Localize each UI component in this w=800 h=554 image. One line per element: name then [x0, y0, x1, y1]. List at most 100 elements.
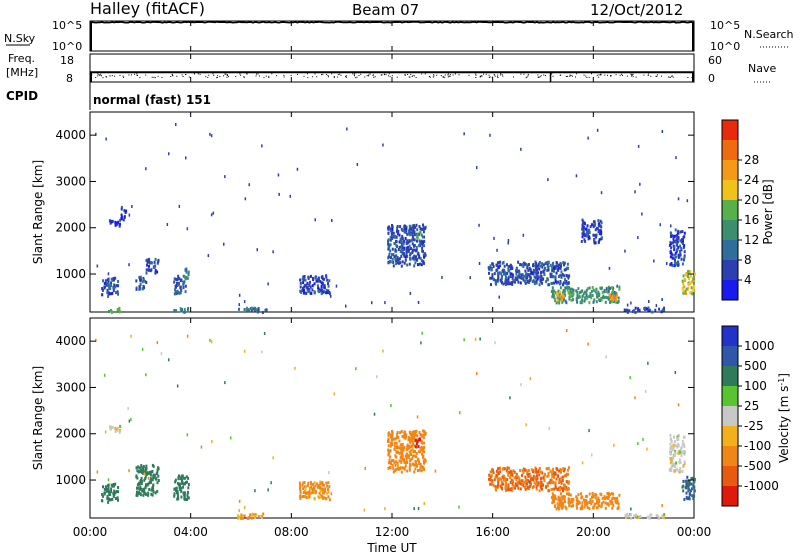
data-cell: [562, 297, 565, 301]
data-cell: [539, 276, 542, 280]
data-cell: [387, 255, 390, 259]
data-cell: [118, 310, 121, 314]
data-cell: [411, 448, 414, 452]
data-cell: [616, 496, 619, 500]
data-cell: [414, 463, 417, 467]
data-cell: [398, 245, 401, 249]
data-cell: [308, 283, 311, 287]
data-cell: [608, 494, 611, 498]
data-cell: [117, 220, 120, 224]
data-cell: [416, 440, 419, 444]
data-cell: [389, 243, 392, 247]
nave-point: [369, 73, 371, 75]
data-cell: [634, 306, 637, 310]
data-cell: [309, 285, 312, 289]
data-cell: [509, 470, 512, 474]
data-cell: [527, 474, 530, 478]
data-cell: [310, 482, 312, 486]
data-cell: [186, 433, 189, 437]
data-cell: [416, 258, 419, 262]
data-cell: [420, 434, 423, 438]
data-cell: [651, 310, 654, 314]
data-cell: [559, 501, 562, 505]
data-cell: [575, 298, 578, 301]
data-cell: [230, 436, 232, 440]
data-cell: [128, 469, 130, 473]
data-cell: [500, 483, 503, 486]
data-cell: [420, 233, 423, 237]
data-cell: [408, 436, 411, 440]
data-cell: [327, 282, 329, 286]
data-cell: [422, 225, 425, 229]
data-cell: [592, 233, 595, 237]
data-cell: [529, 482, 532, 486]
data-cell: [676, 240, 679, 244]
data-cell: [603, 289, 606, 293]
data-cell: [571, 287, 574, 291]
data-cell: [581, 461, 584, 465]
data-cell: [106, 289, 109, 293]
data-cell: [418, 460, 421, 464]
data-cell: [509, 267, 512, 271]
data-cell: [125, 209, 128, 213]
nave-point: [407, 73, 409, 75]
data-cell: [511, 473, 514, 477]
data-cell: [495, 269, 498, 272]
y-tick-label: 2000: [55, 221, 86, 235]
data-cell: [144, 280, 147, 283]
data-cell: [508, 265, 511, 268]
data-cell: [503, 478, 505, 482]
data-cell: [558, 282, 561, 286]
data-cell: [490, 283, 492, 287]
data-cell: [183, 493, 186, 497]
data-cell: [677, 469, 680, 473]
data-cell: [623, 308, 626, 312]
data-cell: [404, 225, 407, 228]
data-cell: [554, 278, 557, 281]
data-cell: [507, 267, 510, 271]
nave-point: [404, 75, 406, 76]
data-cell: [403, 460, 406, 464]
data-cell: [411, 238, 413, 242]
data-cell: [586, 224, 589, 228]
data-cell: [405, 433, 408, 437]
data-cell: [513, 470, 516, 474]
data-cell: [137, 465, 140, 469]
data-cell: [675, 461, 678, 465]
data-cell: [683, 435, 686, 439]
data-cell: [522, 278, 525, 282]
data-cell: [111, 291, 114, 295]
data-cell: [595, 233, 598, 237]
data-cell: [388, 225, 390, 229]
data-cell: [421, 448, 423, 452]
nave-point: [217, 75, 219, 77]
data-cell: [558, 477, 561, 481]
nave-point: [600, 74, 602, 76]
data-cell: [528, 472, 531, 476]
data-cell: [558, 507, 561, 511]
nave-point: [475, 73, 477, 75]
nave-point: [181, 74, 183, 76]
data-cell: [114, 223, 117, 227]
data-cell: [507, 239, 510, 242]
data-cell: [325, 291, 328, 295]
freq-unit: [MHz]: [6, 66, 38, 79]
data-cell: [673, 435, 675, 439]
freq-tick-bottom: 8: [66, 72, 73, 85]
data-cell: [406, 263, 409, 267]
data-cell: [398, 233, 401, 237]
nave-point: [502, 75, 504, 77]
data-cell: [328, 498, 331, 502]
data-cell: [565, 301, 568, 305]
data-cell: [654, 308, 657, 312]
data-cell: [302, 286, 304, 290]
data-cell: [603, 495, 606, 499]
data-cell: [536, 480, 539, 484]
data-cell: [156, 481, 159, 485]
data-cell: [494, 279, 497, 283]
data-cell: [404, 431, 407, 434]
nave-point: [433, 75, 435, 77]
data-cell: [501, 280, 503, 284]
data-cell: [148, 470, 151, 474]
data-cell: [110, 220, 113, 224]
